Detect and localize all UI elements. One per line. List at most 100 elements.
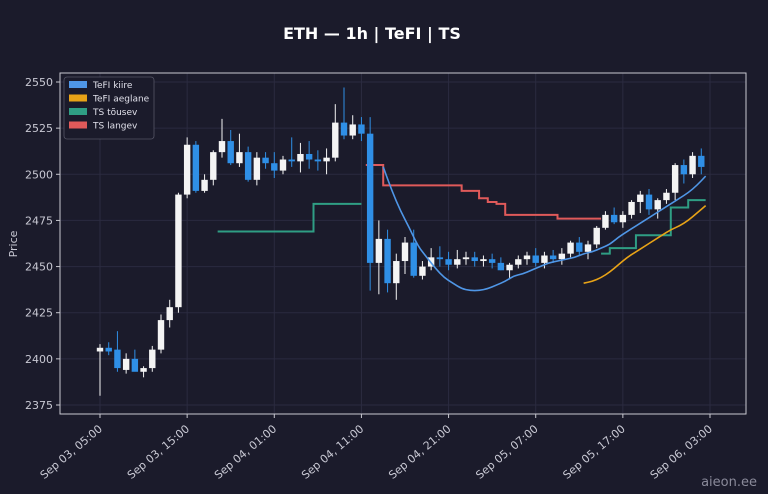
ts-rising-line [217,199,706,255]
candle-body [471,257,478,262]
tefi-fast-line [382,166,707,292]
watermark: aieon.ee [701,475,757,490]
candle-body [157,320,165,350]
legend-swatch [69,94,87,102]
candle-body [689,155,696,175]
candle-body [584,244,592,252]
legend-label: TeFI aeglane [92,95,150,105]
tefi-lines [382,166,707,292]
candle-body [149,349,156,369]
candle-body [166,307,173,321]
candle-body [201,179,208,191]
candle-body [305,153,313,160]
candle-body [288,159,295,162]
y-tick-label: 2500 [25,168,53,181]
candle-body [515,259,522,265]
candle-body [523,255,531,260]
y-axis-ticks: 2375 2400 2425 2450 2475 2500 2525 2550 [25,76,60,412]
plot-frame [59,72,747,415]
candle-body [366,133,374,263]
chart-title: ETH — 1h | TeFI | TS [283,24,461,44]
candle-body [619,214,627,223]
y-tick-label: 2450 [25,261,53,274]
y-tick-label: 2525 [25,122,53,135]
candle-body [332,122,339,158]
candle-body [122,358,130,370]
candle-body [175,194,182,308]
y-tick-label: 2375 [25,399,53,412]
candle-body [497,262,505,271]
x-tick-label: Sep 04, 11:00 [299,422,366,481]
x-tick-label: Sep 05, 07:00 [473,422,540,481]
candle-body [140,368,147,372]
ts-falling-line [365,164,602,220]
candle-body [410,242,417,276]
candle-body [262,157,269,164]
legend-swatch [69,108,87,115]
candle-body [654,200,661,210]
candle-body [419,266,426,276]
candle-body [488,259,496,263]
candle-body [218,141,226,153]
candle-body [576,242,583,252]
y-tick-label: 2425 [25,307,53,320]
candle-body [602,214,609,228]
candle-body [279,159,287,171]
candle-body [323,157,330,162]
candle-body [593,227,600,245]
candle-body [698,155,705,167]
x-axis-ticks: Sep 03, 05:00 Sep 03, 15:00 Sep 04, 01:00 S… [38,414,715,482]
y-tick-label: 2400 [25,353,53,366]
candle-body [663,192,670,201]
candle-body [349,124,356,136]
ts-falling-series [365,164,602,220]
candle-body [253,157,261,180]
ts-rising-series [217,199,706,255]
candle-body [131,358,139,372]
legend-swatch [69,121,87,129]
candle-body [297,153,304,162]
candle-body [96,347,104,352]
legend-label: TS langev [92,122,138,132]
candle-body [210,152,217,180]
candle-body [610,214,618,223]
candle-body [183,144,191,195]
candle-body [105,347,112,352]
candle-body [680,165,688,175]
candle-body [314,159,322,162]
x-tick-label: Sep 05, 17:00 [561,422,628,481]
candle-body [671,165,679,193]
x-tick-label: Sep 06, 03:00 [648,422,715,481]
y-tick-label: 2550 [25,76,53,89]
candle-body [393,261,400,284]
x-tick-label: Sep 04, 01:00 [212,422,279,481]
candle-body [628,201,635,215]
candle-body [401,242,409,262]
x-tick-label: Sep 04, 21:00 [386,422,453,481]
x-tick-label: Sep 03, 05:00 [38,422,105,481]
legend-label: TS tõusev [92,108,138,118]
candle-body [645,194,653,210]
candle-body [436,257,444,260]
candle-body [244,152,252,180]
legend: TeFI kiire TeFI aeglane TS tõusev TS langev [63,76,155,140]
candle-body [358,124,365,134]
legend-swatch [69,81,87,88]
candle-body [462,257,470,260]
candle-body [558,253,566,260]
x-tick-label: Sep 03, 15:00 [125,422,192,481]
candle-body [567,242,574,254]
candle-body [480,259,487,262]
candle-body [271,163,278,171]
candle-body [375,238,383,263]
candle-body [384,238,391,284]
legend-label: TeFI kiire [92,81,133,91]
candle-body [637,194,644,202]
candle-body [114,349,121,369]
candle-body [454,259,461,265]
y-tick-label: 2475 [25,214,53,227]
candle-body [549,255,557,260]
candle-body [506,264,513,271]
tefi-slow-line [583,205,707,284]
